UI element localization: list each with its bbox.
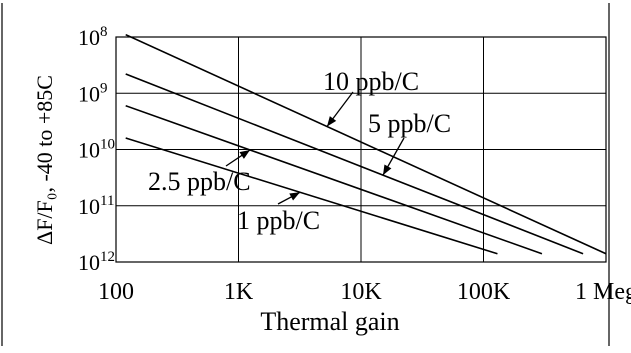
x-tick-labels: 100 1K 10K 100K 1 Meg (98, 279, 631, 305)
series-line (125, 33, 607, 255)
series-line (125, 104, 543, 255)
x-tick-label: 1 Meg (575, 279, 631, 305)
series-annotation: 5 ppb/C (368, 109, 451, 138)
annotations: 10 ppb/C 5 ppb/C 2.5 ppb/C 1 ppb/C (148, 67, 451, 235)
annotation-arrowhead (383, 164, 392, 176)
x-tick-label: 100 (98, 279, 134, 305)
series-annotation: 10 ppb/C (323, 67, 419, 96)
series-annotation: 2.5 ppb/C (148, 167, 251, 196)
y-tick-label: 109 (78, 80, 108, 106)
x-tick-label: 1K (224, 279, 254, 305)
series-line (125, 137, 498, 255)
x-tick-label: 100K (457, 279, 511, 305)
x-tick-label: 10K (340, 279, 382, 305)
y-tick-label: 1012 (78, 249, 115, 275)
y-axis-label: ΔF/F₀, -40 to +85C (32, 75, 57, 245)
y-tick-label: 1010 (78, 137, 115, 163)
annotation-arrowhead (289, 192, 300, 201)
grid (116, 37, 606, 262)
series-annotation: 1 ppb/C (237, 206, 320, 235)
y-tick-label: 1011 (78, 193, 114, 219)
series-lines (125, 33, 607, 255)
annotation-arrowhead (239, 149, 250, 159)
annotation-arrowhead (327, 116, 337, 127)
y-tick-label: 108 (78, 24, 108, 50)
series-line (125, 73, 584, 255)
y-tick-labels: 108 109 1010 1011 1012 (78, 24, 115, 275)
x-axis-label: Thermal gain (260, 307, 399, 336)
